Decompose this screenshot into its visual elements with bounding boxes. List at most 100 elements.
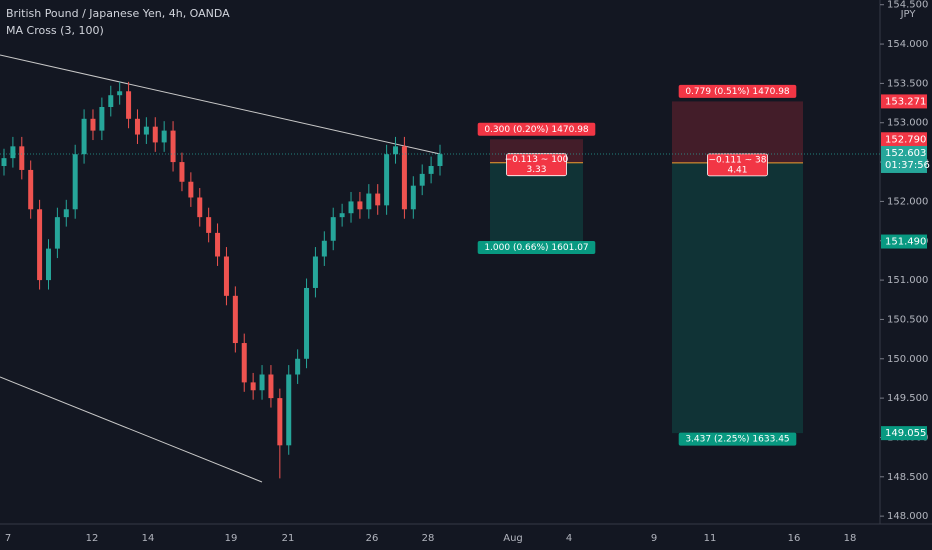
candle-body <box>410 185 416 210</box>
pnl-label: −0.111 ~ 38 <box>708 155 766 165</box>
candle-body <box>90 118 96 131</box>
stop-price-tag <box>881 132 927 147</box>
candle-body <box>419 173 425 186</box>
y-tick-label: 150.000 <box>887 354 928 365</box>
candle-body <box>170 130 176 163</box>
target-label-box <box>477 241 596 255</box>
y-tick-label: 148.500 <box>887 472 928 483</box>
stop-zone <box>672 101 803 163</box>
candle-body <box>250 382 256 391</box>
target-zone <box>672 162 803 434</box>
candle-body <box>81 118 87 155</box>
candle-body <box>304 287 310 359</box>
candle-body <box>268 374 274 399</box>
candle-body <box>161 130 167 143</box>
last-price-tag <box>881 145 927 173</box>
candle-body <box>357 201 363 210</box>
x-tick-label: 7 <box>5 533 11 544</box>
target-price-tag <box>881 234 927 249</box>
stop-price-label: 153.271 <box>885 96 926 107</box>
chart-title: British Pound / Japanese Yen, 4h, OANDA <box>6 7 230 20</box>
pnl-box <box>506 153 567 177</box>
candle-body <box>72 154 78 210</box>
candle-body <box>54 217 60 249</box>
stop-label: 0.779 (0.51%) 1470.98 <box>685 87 790 97</box>
x-tick-label: 16 <box>788 533 801 544</box>
candle-body <box>339 213 345 218</box>
ratio-label: 3.33 <box>526 165 546 175</box>
x-tick-label: 9 <box>651 533 657 544</box>
candle-body <box>401 146 407 210</box>
candle-body <box>37 209 43 281</box>
candle-body <box>126 91 132 119</box>
candle-body <box>108 95 114 108</box>
candle-body <box>215 232 221 257</box>
currency: JPY <box>900 9 917 20</box>
x-tick-label: 18 <box>844 533 857 544</box>
y-tick-label: 154.500 <box>887 0 928 11</box>
candle-body <box>223 256 229 296</box>
y-tick-label: 154.000 <box>887 39 928 50</box>
candle-body <box>384 154 390 206</box>
candle-body <box>28 169 34 210</box>
y-tick-label: 151.000 <box>887 275 928 286</box>
last-price-label: 152.603 <box>885 148 926 159</box>
y-tick-label: 150.500 <box>887 314 928 325</box>
candle-body <box>99 107 105 131</box>
x-tick-label: 12 <box>86 533 99 544</box>
candle-body <box>117 91 123 96</box>
y-tick-label: 153.500 <box>887 78 928 89</box>
stop-price-tag <box>881 94 927 109</box>
candle-body <box>259 374 265 391</box>
plot <box>1 81 443 479</box>
pnl-label: −0.113 ~ 100 <box>505 155 569 165</box>
candle-body <box>241 343 247 383</box>
candle-body <box>286 374 292 446</box>
candle-body <box>143 126 149 135</box>
candle-body <box>206 217 212 233</box>
candle-body <box>134 118 140 135</box>
candle-body <box>428 166 434 174</box>
candle-body <box>45 248 51 281</box>
candle-body <box>312 256 318 288</box>
stop-label-box <box>678 84 797 98</box>
candle-body <box>375 193 381 206</box>
candle-body <box>330 217 336 241</box>
x-tick-label: 26 <box>366 533 379 544</box>
target-label-box <box>678 432 797 446</box>
candle-body <box>321 240 327 257</box>
y-tick-label: 148.000 <box>887 511 928 522</box>
candle-body <box>152 126 158 143</box>
x-tick-label: Aug <box>503 533 523 544</box>
x-tick-label: 4 <box>566 533 572 544</box>
target-label: 1.000 (0.66%) 1601.07 <box>484 243 588 253</box>
target-price-tag <box>881 426 927 441</box>
trend-line <box>0 376 263 483</box>
candle-body <box>1 158 7 167</box>
candle-body <box>437 154 443 167</box>
candle-body <box>188 181 194 198</box>
countdown: 01:37:56 <box>885 160 930 171</box>
x-tick-label: 19 <box>225 533 238 544</box>
candle-body <box>348 201 354 214</box>
y-tick-label: 153.000 <box>887 118 928 129</box>
candle-body <box>232 295 238 344</box>
candle-body <box>63 209 69 218</box>
candle-body <box>19 146 25 170</box>
stop-label-box <box>477 122 596 136</box>
pnl-box <box>707 153 768 177</box>
candle-body <box>10 146 16 159</box>
candle-body <box>179 162 185 182</box>
target-label: 3.437 (2.25%) 1633.45 <box>685 435 789 445</box>
target-price-label: 151.490 <box>885 237 926 248</box>
x-tick-label: 28 <box>422 533 435 544</box>
stop-price-label: 152.790 <box>885 134 926 145</box>
x-tick-label: 21 <box>282 533 295 544</box>
y-tick-label: 152.000 <box>887 196 928 207</box>
candle-body <box>393 146 399 155</box>
x-tick-label: 14 <box>142 533 155 544</box>
candle-body <box>277 398 283 446</box>
indicator-label: MA Cross (3, 100) <box>6 24 104 37</box>
candle-body <box>197 197 203 218</box>
